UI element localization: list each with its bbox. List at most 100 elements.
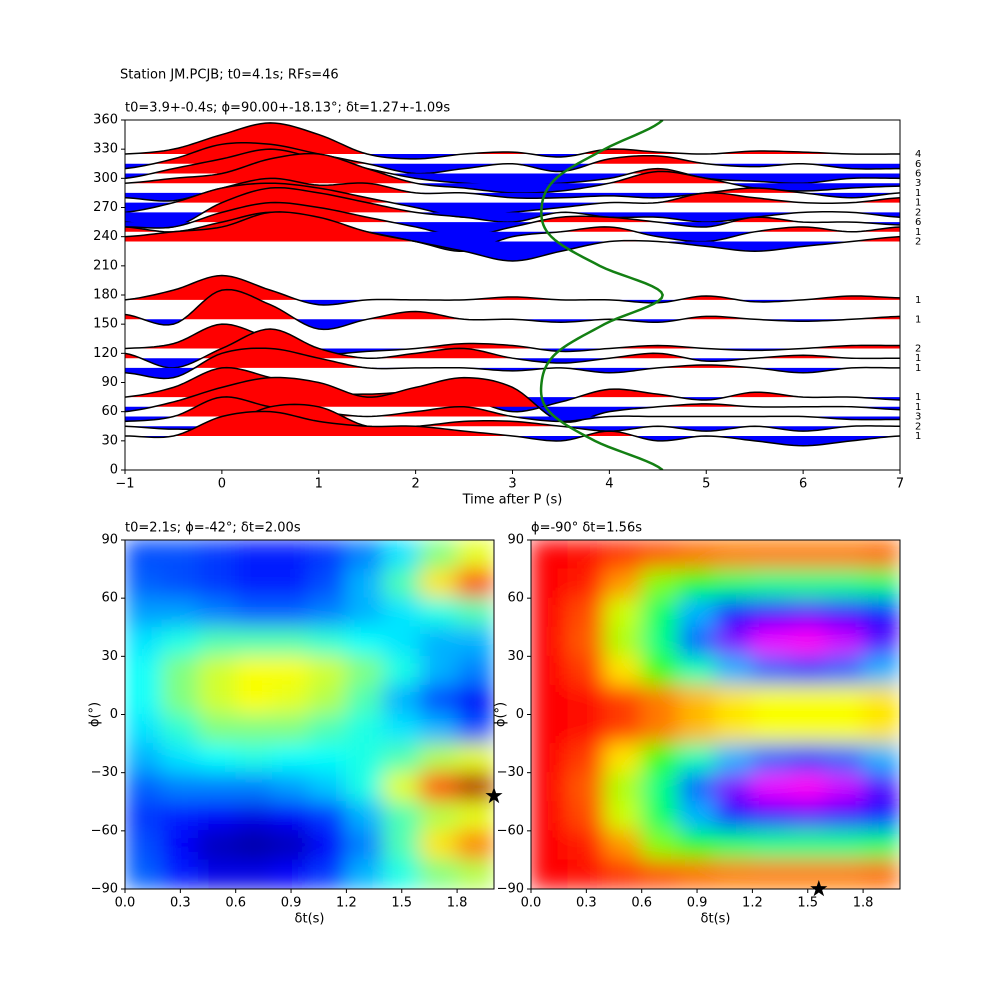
trace-line <box>125 288 900 331</box>
heatmap-cell <box>751 772 790 803</box>
x-tick-label: 1.5 <box>797 896 818 911</box>
heatmap-cell <box>567 626 606 657</box>
x-tick-label: 3 <box>508 477 516 492</box>
heatmap-cell <box>825 830 864 861</box>
heatmap-cell <box>678 830 716 861</box>
positive-fill <box>125 396 900 417</box>
y-axis-label: ϕ(°) <box>88 702 103 727</box>
y-tick-label: −30 <box>497 765 524 780</box>
heatmap-cell <box>715 714 753 745</box>
heatmap-cell <box>678 859 716 889</box>
heatmap-cell <box>641 772 680 803</box>
heatmap-cell <box>862 540 900 570</box>
heatmap-cell <box>345 568 384 599</box>
heatmap-cell <box>715 540 753 570</box>
heatmap-clip <box>531 540 900 889</box>
heatmap-cell <box>419 684 458 715</box>
heatmap-cell <box>604 597 643 628</box>
heatmap-cell <box>161 772 200 803</box>
heatmap-cell <box>641 743 680 774</box>
heatmap-cell <box>198 597 237 628</box>
heatmap-cell <box>641 655 680 686</box>
heatmap-cell <box>715 772 753 803</box>
heatmap-cell <box>825 540 864 570</box>
heatmap-cell <box>419 743 458 774</box>
heatmap-cell <box>309 743 347 774</box>
x-axis-label: δt(s) <box>295 912 325 927</box>
heatmap-cell <box>235 743 274 774</box>
trace-count: 1 <box>915 295 921 306</box>
positive-fill <box>125 122 900 155</box>
trace-count: 2 <box>915 207 921 218</box>
trace-count: 6 <box>915 217 921 228</box>
heatmap-cell <box>272 568 310 599</box>
trace-count: 1 <box>915 314 921 325</box>
heatmap-cell <box>272 743 310 774</box>
heatmap-cell <box>345 859 384 889</box>
heatmap-cell <box>272 714 310 745</box>
heatmap-cell <box>567 568 606 599</box>
heatmap-cell <box>125 714 163 745</box>
heatmap-cell <box>751 568 790 599</box>
heatmap-cell <box>456 540 494 570</box>
heatmap-cell <box>382 568 421 599</box>
heatmap-cell <box>198 684 237 715</box>
trace-line <box>125 201 900 238</box>
y-tick-label: 180 <box>93 288 118 303</box>
negative-fill <box>125 241 900 261</box>
heatmap-cell <box>309 859 347 889</box>
y-tick-label: 240 <box>93 229 118 244</box>
heatmap-cell <box>125 830 163 861</box>
x-tick-label: 0 <box>218 477 226 492</box>
heatmap-cell <box>678 655 716 686</box>
heatmap-cell <box>825 568 864 599</box>
heatmap-cell <box>678 714 716 745</box>
heatmap-cell <box>382 714 421 745</box>
y-tick-label: 0 <box>110 463 118 478</box>
heatmap-cell <box>531 540 569 570</box>
heatmap-cell <box>125 597 163 628</box>
axes-title: t0=2.1s; ϕ=-42°; δt=2.00s <box>125 521 301 536</box>
heatmap-cell <box>198 801 237 832</box>
heatmap-cell <box>161 684 200 715</box>
y-tick-label: 0 <box>516 707 524 722</box>
heatmap-cell <box>788 859 827 889</box>
heatmap-cell <box>715 655 753 686</box>
heatmap-cell <box>456 655 494 686</box>
heatmap-cell <box>456 743 494 774</box>
heatmap-cell <box>456 597 494 628</box>
heatmap-cell <box>382 859 421 889</box>
heatmap-cell <box>567 859 606 889</box>
y-tick-label: 60 <box>101 404 118 419</box>
negative-fill <box>125 319 900 330</box>
heatmap-cell <box>862 859 900 889</box>
x-tick-label: 0.9 <box>687 896 708 911</box>
heatmap-cell <box>751 597 790 628</box>
heatmap-cell <box>345 626 384 657</box>
heatmap-cell <box>788 714 827 745</box>
heatmap-cell <box>272 801 310 832</box>
y-tick-label: −60 <box>497 823 524 838</box>
heatmap-cell <box>788 540 827 570</box>
y-tick-label: 150 <box>93 317 118 332</box>
heatmap-cell <box>678 772 716 803</box>
heatmap-cell <box>125 655 163 686</box>
heatmap-cell <box>309 830 347 861</box>
y-axis-label: ϕ(°) <box>494 702 509 727</box>
heatmap-cell <box>678 597 716 628</box>
heatmap-cell <box>419 830 458 861</box>
heatmap-cell <box>862 684 900 715</box>
x-tick-label: −1 <box>115 477 134 492</box>
heatmap-cell <box>235 597 274 628</box>
heatmap-cell <box>751 859 790 889</box>
heatmap-cell <box>531 714 569 745</box>
negative-fill <box>125 367 900 379</box>
heatmap-cell <box>678 801 716 832</box>
heatmap-cell <box>604 859 643 889</box>
heatmap-cell <box>567 830 606 861</box>
trace-line <box>125 182 900 219</box>
heatmap-cell <box>862 597 900 628</box>
heatmap-cell <box>604 714 643 745</box>
heatmap-cell <box>125 859 163 889</box>
negative-fill <box>125 222 900 237</box>
